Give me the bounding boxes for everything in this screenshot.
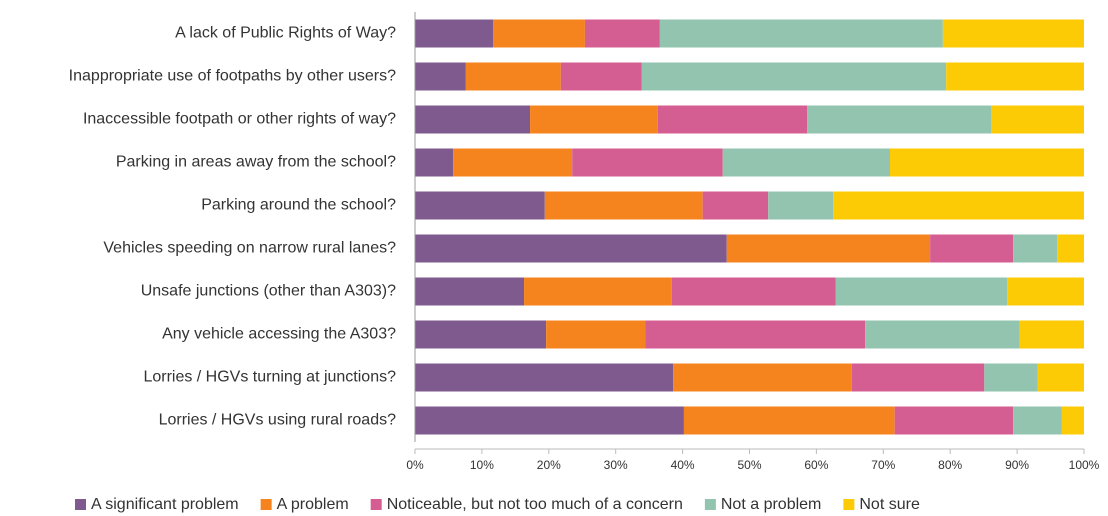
bar-segment [1061, 406, 1084, 435]
legend-label: A significant problem [91, 496, 239, 513]
bar-segment [1057, 234, 1084, 263]
bar-segment [584, 19, 660, 48]
bar-segment [726, 234, 931, 263]
legend-swatch [843, 499, 855, 510]
bar-segment [889, 148, 1084, 177]
bar-segment [415, 105, 531, 134]
category-label: Parking around the school? [201, 197, 396, 214]
bar-segment [1037, 363, 1084, 392]
bar-segment [1019, 320, 1084, 349]
legend-swatch [75, 499, 86, 510]
bar-segment [524, 277, 672, 306]
bar-segment [833, 191, 1084, 220]
x-tick-label: 70% [871, 458, 895, 472]
bar-segment [1007, 277, 1084, 306]
category-label: Inappropriate use of footpaths by other … [69, 68, 396, 85]
bar-segment [768, 191, 834, 220]
bar-segment [415, 363, 674, 392]
category-label: A lack of Public Rights of Way? [175, 25, 396, 42]
x-tick-label: 0% [406, 458, 424, 472]
bar-segment [894, 406, 1014, 435]
category-label: Vehicles speeding on narrow rural lanes? [103, 240, 396, 257]
bar-segment [465, 62, 561, 91]
bar-segment [415, 277, 525, 306]
category-label: Unsafe junctions (other than A303)? [141, 283, 396, 300]
category-label: Lorries / HGVs turning at junctions? [143, 369, 396, 386]
bar-segment [415, 62, 466, 91]
legend-swatch [260, 499, 272, 510]
bar-segment [807, 105, 992, 134]
bar-segment [722, 148, 890, 177]
bar-segment [984, 363, 1038, 392]
legend-swatch [704, 499, 716, 510]
x-tick-label: 60% [804, 458, 828, 472]
legend-swatch [370, 499, 382, 510]
bar-segment [572, 148, 723, 177]
bar-segment [851, 363, 985, 392]
bar-segment [415, 406, 684, 435]
bar-segment [560, 62, 642, 91]
bar-segment [1013, 234, 1058, 263]
bar-segment [415, 191, 545, 220]
x-tick-label: 40% [671, 458, 695, 472]
bar-segment [991, 105, 1084, 134]
bar-segment [657, 105, 808, 134]
bar-segment [453, 148, 573, 177]
bar-segment [1013, 406, 1062, 435]
bar-segment [415, 234, 727, 263]
category-label: Any vehicle accessing the A303? [162, 326, 396, 343]
bar-segment [415, 320, 547, 349]
bar-segment [641, 62, 947, 91]
x-tick-label: 90% [1005, 458, 1029, 472]
category-label: Inaccessible footpath or other rights of… [83, 111, 396, 128]
legend-label: Not a problem [721, 496, 822, 513]
legend-label: A problem [277, 496, 349, 513]
bar-segment [946, 62, 1084, 91]
bar-segment [673, 363, 852, 392]
bar-segment [415, 19, 494, 48]
bar-segment [546, 320, 646, 349]
category-label: Lorries / HGVs using rural roads? [159, 412, 397, 429]
bar-segment [544, 191, 703, 220]
x-tick-label: 80% [938, 458, 962, 472]
bar-segment [702, 191, 769, 220]
bar-segment [530, 105, 658, 134]
x-tick-label: 100% [1069, 458, 1100, 472]
bar-segment [671, 277, 836, 306]
bar-segment [493, 19, 585, 48]
bar-segment [835, 277, 1008, 306]
legend-label: Noticeable, but not too much of a concer… [387, 496, 683, 513]
bar-segment [645, 320, 866, 349]
bar-segment [683, 406, 895, 435]
bar-segment [942, 19, 1084, 48]
bar-segment [415, 148, 454, 177]
category-label: Parking in areas away from the school? [116, 154, 396, 171]
bar-segment [930, 234, 1014, 263]
legend-label: Not sure [859, 496, 920, 513]
x-tick-label: 20% [537, 458, 561, 472]
bar-segment [865, 320, 1020, 349]
bar-segment [659, 19, 943, 48]
x-tick-label: 50% [737, 458, 761, 472]
x-tick-label: 30% [604, 458, 628, 472]
x-tick-label: 10% [470, 458, 494, 472]
